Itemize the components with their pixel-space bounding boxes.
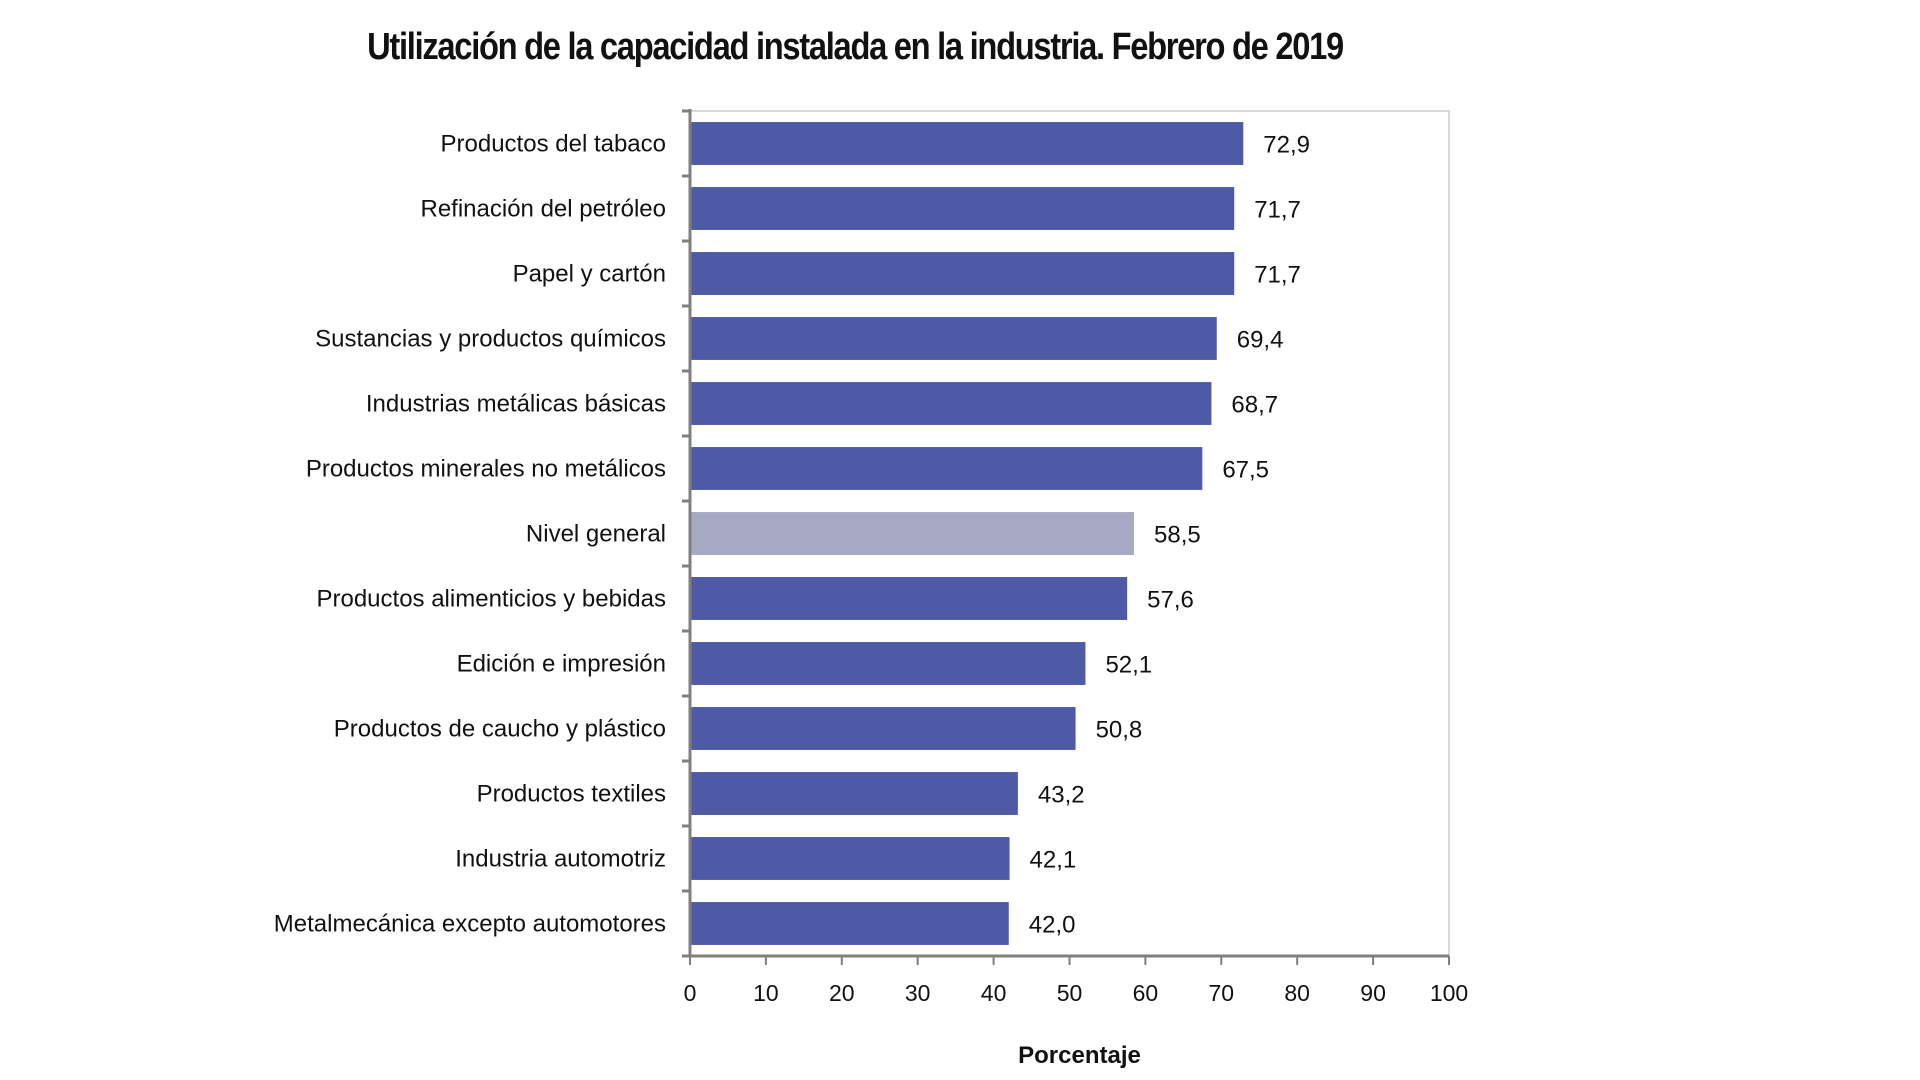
x-tick-label: 100 — [1430, 980, 1468, 1006]
category-label: Productos minerales no metálicos — [306, 456, 666, 483]
value-label: 71,7 — [1254, 197, 1301, 224]
y-axis — [682, 109, 692, 958]
x-tick-label: 70 — [1209, 980, 1235, 1006]
value-label: 71,7 — [1254, 262, 1301, 289]
bar-5 — [690, 447, 1203, 490]
bar-1 — [690, 187, 1235, 230]
x-tick-label: 30 — [905, 980, 931, 1006]
bar-4 — [690, 382, 1212, 425]
value-label: 50,8 — [1096, 717, 1143, 744]
bar-0 — [690, 122, 1244, 165]
category-label: Sustancias y productos químicos — [315, 326, 666, 353]
bar-6 — [690, 512, 1135, 555]
category-label: Industria automotriz — [455, 846, 666, 873]
category-label: Productos textiles — [477, 781, 666, 808]
bar-9 — [690, 707, 1076, 750]
x-tick-label: 90 — [1360, 980, 1386, 1006]
value-label: 52,1 — [1105, 652, 1152, 679]
bars-group — [690, 122, 1244, 945]
category-label: Productos de caucho y plástico — [334, 716, 666, 743]
bar-8 — [690, 642, 1086, 685]
category-label: Metalmecánica excepto automotores — [274, 911, 666, 938]
bar-12 — [690, 902, 1009, 945]
value-label: 43,2 — [1038, 782, 1085, 809]
x-axis: 0 10 20 30 40 50 60 70 80 90 100 — [682, 954, 1468, 1006]
value-labels: 72,9 71,7 71,7 69,4 68,7 67,5 58,5 57,6 52,1 50,8… — [1029, 132, 1310, 939]
category-label: Papel y cartón — [513, 261, 666, 288]
value-label: 68,7 — [1231, 392, 1278, 419]
value-label: 57,6 — [1147, 587, 1194, 614]
category-label: Edición e impresión — [457, 651, 666, 678]
bar-2 — [690, 252, 1235, 295]
value-label: 42,1 — [1030, 847, 1077, 874]
value-label: 42,0 — [1029, 912, 1076, 939]
value-label: 58,5 — [1154, 522, 1201, 549]
chart-title: Utilización de la capacidad instalada en… — [367, 26, 1344, 68]
value-label: 72,9 — [1263, 132, 1310, 159]
x-tick-label: 40 — [981, 980, 1007, 1006]
category-labels: Productos del tabaco Refinación del petró… — [274, 131, 666, 938]
category-label: Nivel general — [526, 521, 666, 548]
x-tick-label: 20 — [829, 980, 855, 1006]
x-axis-title: Porcentaje — [1018, 1042, 1141, 1069]
value-label: 67,5 — [1222, 457, 1269, 484]
category-label: Productos alimenticios y bebidas — [316, 586, 666, 613]
category-label: Productos del tabaco — [441, 131, 666, 158]
bar-10 — [690, 772, 1018, 815]
value-label: 69,4 — [1237, 327, 1284, 354]
x-tick-label: 60 — [1133, 980, 1159, 1006]
x-tick-label: 50 — [1057, 980, 1083, 1006]
category-label: Refinación del petróleo — [421, 196, 667, 223]
bar-3 — [690, 317, 1217, 360]
bar-11 — [690, 837, 1010, 880]
x-tick-label: 0 — [684, 980, 697, 1006]
bar-7 — [690, 577, 1128, 620]
x-tick-label: 10 — [753, 980, 779, 1006]
category-label: Industrias metálicas básicas — [366, 391, 666, 418]
x-tick-label: 80 — [1284, 980, 1310, 1006]
